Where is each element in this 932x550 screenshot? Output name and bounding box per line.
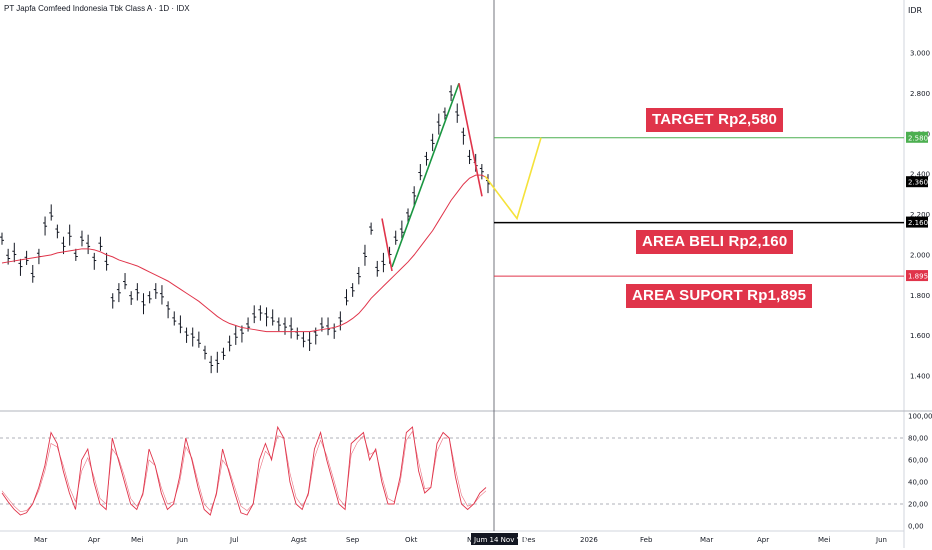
crosshair-date-tag: [471, 533, 518, 545]
time-tick-label: Mar: [34, 536, 47, 544]
target-price-tag: [906, 131, 928, 143]
chart-title: PT Japfa Comfeed Indonesia Tbk Class A ·…: [4, 4, 190, 13]
area-beli-label[interactable]: AREA BELI Rp2,160: [636, 230, 794, 254]
crosshair-date-text: Jum 14 Nov '25: [473, 536, 527, 544]
area-suport-label[interactable]: AREA SUPORT Rp1,895: [626, 284, 813, 308]
beli-price-tag: [906, 216, 928, 228]
time-tick-label: Okt: [405, 536, 418, 544]
oscillator-tick-label: 80,00: [908, 435, 928, 443]
beli-price-tag-text: 2.160: [908, 219, 928, 227]
last-price-tag-text: 2.360: [908, 179, 928, 187]
oscillator-tick-label: 60,00: [908, 457, 928, 465]
time-tick-label: Jun: [875, 536, 887, 544]
axis-layer: 3.0002.8002.6002.4002.2002.0001.8001.600…: [34, 50, 932, 545]
time-tick-label: Mei: [818, 536, 830, 544]
stoch-d-line: [1, 430, 487, 513]
time-tick-label: Mei: [131, 536, 143, 544]
price-tick-label: 2.000: [910, 251, 930, 259]
currency-label: IDR: [908, 6, 923, 15]
last-price-tag: [906, 176, 928, 188]
time-tick-label: Apr: [757, 536, 769, 544]
moving-average-line: [1, 174, 489, 333]
overlay-layer: [381, 83, 904, 277]
oscillator-tick-label: 0,00: [908, 523, 924, 531]
time-tick-label: 2026: [580, 536, 598, 544]
time-tick-label: Mar: [700, 536, 713, 544]
suport-price-tag-text: 1.895: [908, 273, 928, 281]
up-swing-line: [391, 83, 460, 268]
price-tick-label: 2.200: [910, 211, 930, 219]
down-swing-line-2: [458, 83, 483, 197]
time-tick-label: Jul: [229, 536, 239, 544]
projection-path: [484, 137, 542, 221]
time-tick-label: Apr: [88, 536, 100, 544]
oscillator-tick-label: 100,00: [908, 413, 932, 421]
oscillator-layer: [0, 425, 904, 516]
price-tick-label: 3.000: [910, 50, 930, 58]
time-tick-label: Sep: [346, 536, 360, 544]
price-tick-label: 2.400: [910, 171, 930, 179]
suport-price-tag: [906, 270, 928, 282]
stoch-k-line: [1, 425, 487, 516]
price-tick-label: 2.800: [910, 90, 930, 98]
time-tick-label: Jun: [176, 536, 188, 544]
oscillator-tick-label: 20,00: [908, 501, 928, 509]
price-layer: [0, 85, 490, 374]
oscillator-tick-label: 40,00: [908, 479, 928, 487]
down-swing-line-1: [381, 218, 393, 272]
target-price-tag-text: 2.580: [908, 134, 928, 142]
time-tick-label: Feb: [640, 536, 653, 544]
price-tick-label: 1.400: [910, 373, 930, 381]
price-tick-label: 1.600: [910, 332, 930, 340]
price-tick-label: 1.800: [910, 292, 930, 300]
time-tick-label: Agst: [291, 536, 307, 544]
time-tick-label: Des: [522, 536, 536, 544]
target-label[interactable]: TARGET Rp2,580: [646, 108, 784, 132]
